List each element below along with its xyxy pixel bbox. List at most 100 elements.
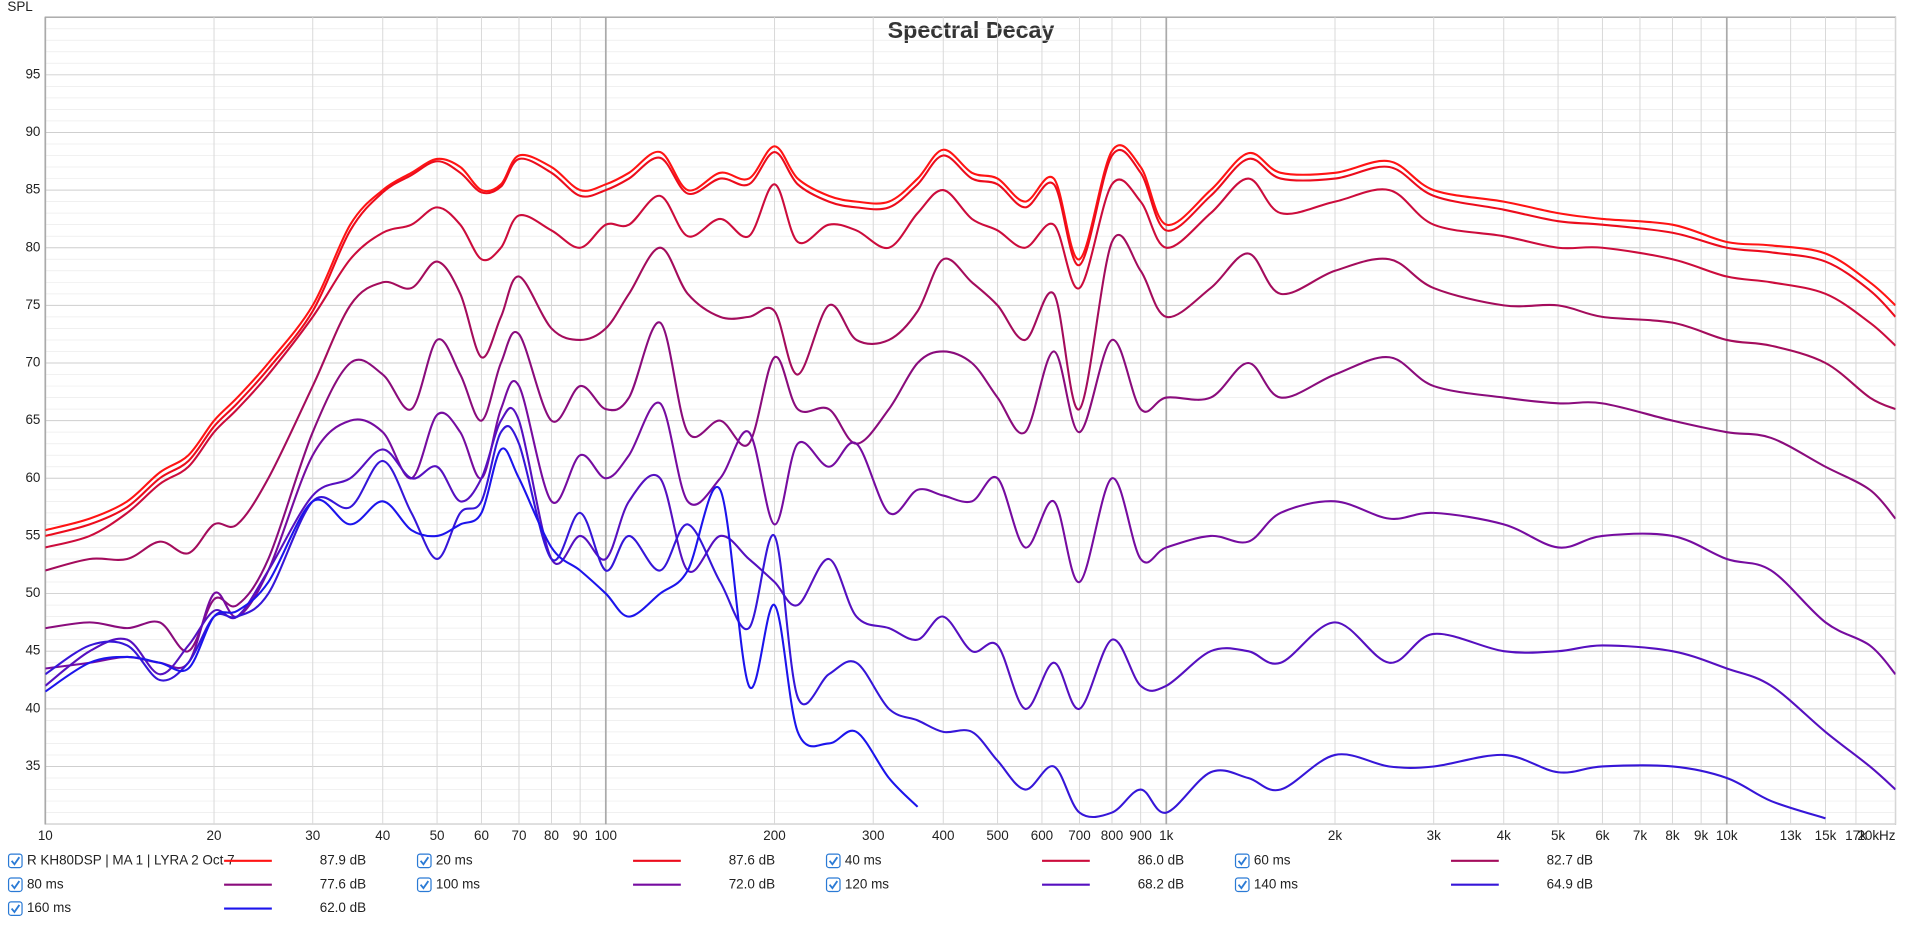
legend-checkbox[interactable]	[7, 853, 23, 869]
decay-curve	[45, 447, 919, 808]
legend-label: 40 ms	[845, 852, 882, 867]
checkbox-check	[10, 856, 21, 866]
checkbox-check	[10, 880, 21, 890]
checkbox-check	[1237, 856, 1248, 866]
legend-item[interactable]: R KH80DSP | MA 1 | LYRA 2 Oct 7 87.9 dB	[7, 852, 367, 869]
checkbox-check	[828, 880, 839, 890]
legend-item[interactable]: 140 ms 64.9 dB	[1234, 876, 1594, 893]
checkbox-box	[7, 901, 23, 916]
legend-value: 87.6 dB	[729, 852, 775, 867]
x-tick-label: 4k	[1497, 828, 1511, 843]
legend-value: 68.2 dB	[1138, 876, 1184, 891]
legend-item[interactable]: 160 ms 62.0 dB	[7, 900, 367, 916]
decay-curve	[45, 406, 1896, 791]
y-tick-label: 50	[25, 585, 40, 600]
y-tick-label: 80	[25, 239, 40, 254]
decay-curve	[45, 177, 1896, 549]
decay-curve	[45, 144, 1896, 532]
x-tick-label: 600	[1031, 828, 1053, 843]
checkbox-box	[7, 877, 23, 893]
y-tick-label: 60	[25, 470, 40, 485]
decay-curve	[45, 379, 1896, 675]
y-tick-label: 75	[25, 297, 40, 312]
y-tick-label: 90	[25, 124, 40, 139]
y-tick-label: 45	[25, 643, 40, 658]
checkbox-check	[828, 856, 839, 866]
legend-checkbox[interactable]	[1234, 853, 1250, 869]
x-tick-label: 20	[207, 828, 222, 843]
legend-value: 72.0 dB	[729, 876, 775, 891]
x-tick-label: 30	[305, 828, 320, 843]
y-tick-label: 55	[25, 527, 40, 542]
x-tick-label: 80	[544, 828, 559, 843]
y-tick-label: 40	[25, 700, 40, 715]
x-tick-label: 200	[763, 828, 785, 843]
y-tick-label: 85	[25, 182, 40, 197]
legend-item[interactable]: 40 ms 86.0 dB	[825, 852, 1185, 869]
legend-checkbox[interactable]	[1234, 877, 1250, 893]
x-tick-label: 100	[595, 828, 617, 843]
legend-item[interactable]: 120 ms 68.2 dB	[825, 876, 1185, 893]
legend-label: 140 ms	[1254, 876, 1298, 891]
y-tick-label: 70	[25, 355, 40, 370]
curves	[45, 144, 1896, 820]
x-tick-label: 20kHz	[1857, 828, 1895, 843]
x-tick-label: 10	[38, 828, 53, 843]
legend-label: 100 ms	[436, 876, 480, 891]
x-tick-label: 5k	[1551, 828, 1565, 843]
x-tick-label: 50	[430, 828, 445, 843]
legend-checkbox[interactable]	[825, 877, 841, 893]
x-tick-label: 8k	[1665, 828, 1679, 843]
x-tick-label: 70	[511, 828, 526, 843]
legend-item[interactable]: 60 ms 82.7 dB	[1234, 852, 1594, 869]
x-tick-label: 13k	[1780, 828, 1802, 843]
y-tick-label: 65	[25, 412, 40, 427]
checkbox-box	[825, 853, 841, 869]
y-axis-label: SPL	[7, 0, 33, 14]
legend-label: 80 ms	[27, 876, 64, 891]
legend-checkbox[interactable]	[7, 877, 23, 893]
checkbox-box	[825, 877, 841, 893]
legend-value: 82.7 dB	[1547, 852, 1593, 867]
legend-checkbox[interactable]	[416, 853, 432, 869]
checkbox-check	[419, 880, 430, 890]
decay-curve	[45, 321, 1896, 653]
decay-curve	[45, 425, 1826, 820]
legend-value: 86.0 dB	[1138, 852, 1184, 867]
checkbox-box	[1234, 877, 1250, 893]
x-tick-label: 500	[986, 828, 1008, 843]
x-tick-label: 90	[573, 828, 588, 843]
legend-label: 20 ms	[436, 852, 473, 867]
legend-value: 62.0 dB	[320, 900, 366, 915]
checkbox-check	[1237, 880, 1248, 890]
y-tick-label: 35	[25, 758, 40, 773]
checkbox-box	[416, 877, 432, 893]
legend-label: R KH80DSP | MA 1 | LYRA 2 Oct 7	[27, 852, 235, 867]
x-tick-label: 9k	[1694, 828, 1708, 843]
legend-value: 64.9 dB	[1547, 876, 1593, 891]
x-tick-label: 800	[1101, 828, 1123, 843]
x-tick-label: 6k	[1595, 828, 1609, 843]
checkbox-check	[10, 904, 21, 914]
legend-label: 60 ms	[1254, 852, 1291, 867]
legend-label: 120 ms	[845, 876, 889, 891]
x-tick-label: 900	[1129, 828, 1151, 843]
x-tick-label: 2k	[1328, 828, 1342, 843]
x-tick-label: 60	[474, 828, 489, 843]
legend-checkbox[interactable]	[416, 877, 432, 893]
x-tick-label: 1k	[1159, 828, 1173, 843]
chart-title: Spectral Decay	[888, 17, 1055, 43]
legend-label: 160 ms	[27, 900, 71, 915]
legend-checkbox[interactable]	[825, 853, 841, 869]
x-tick-label: 700	[1068, 828, 1090, 843]
x-tick-label: 40	[375, 828, 390, 843]
checkbox-box	[416, 853, 432, 869]
legend-checkbox[interactable]	[7, 901, 23, 916]
legend-item[interactable]: 100 ms 72.0 dB	[416, 876, 776, 893]
decay-curve	[45, 233, 1896, 572]
legend-item[interactable]: 80 ms 77.6 dB	[7, 876, 367, 893]
checkbox-box	[1234, 853, 1250, 869]
legend-item[interactable]: 20 ms 87.6 dB	[416, 852, 776, 869]
x-tick-label: 7k	[1633, 828, 1647, 843]
